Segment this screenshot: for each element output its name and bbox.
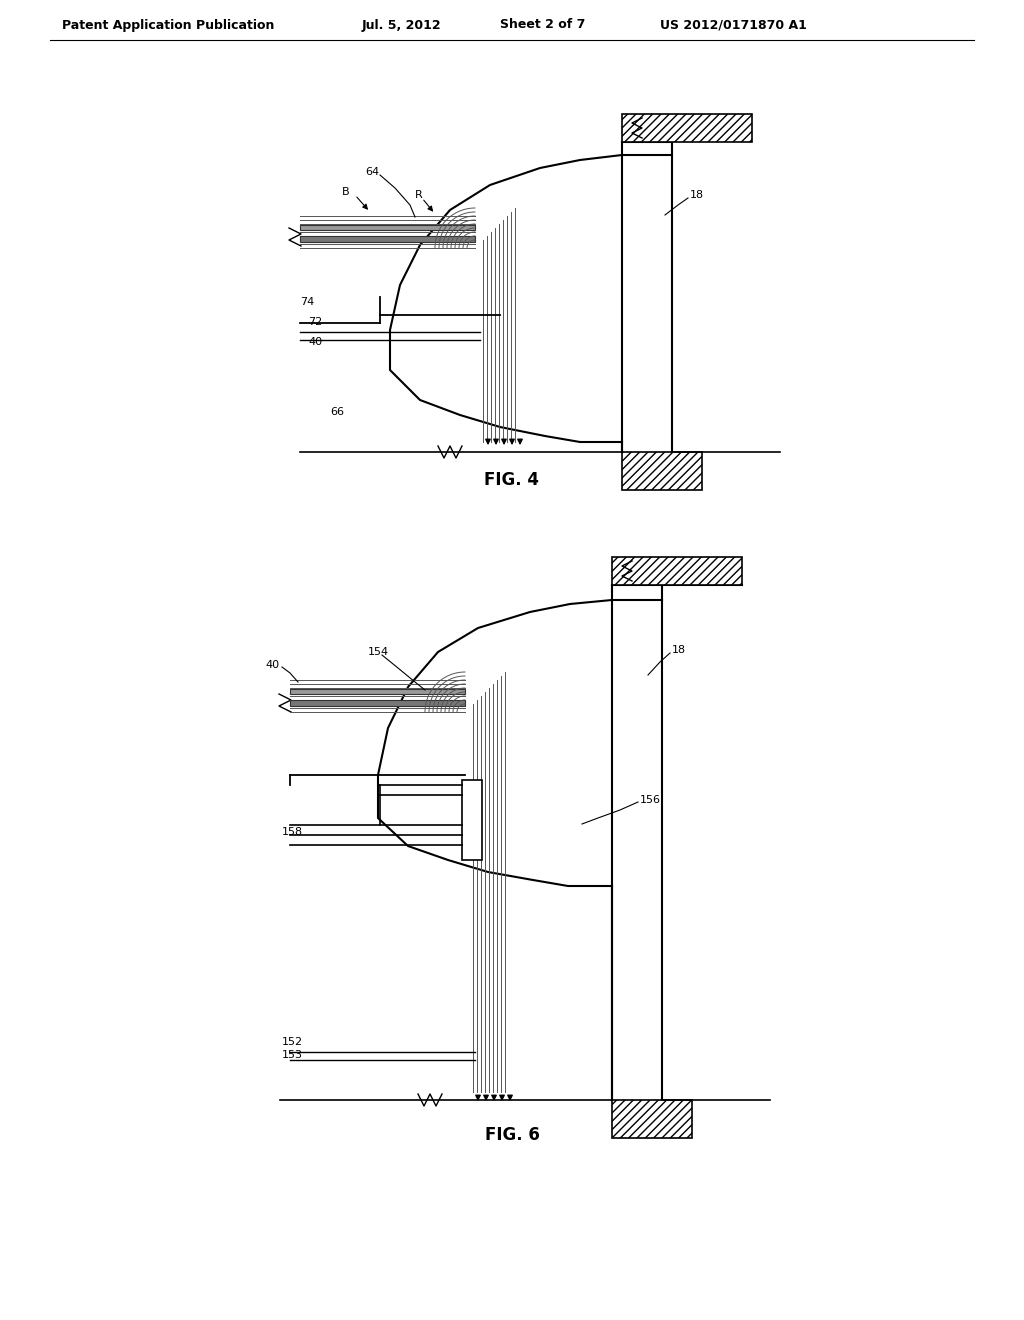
- Bar: [612, 557, 742, 585]
- Bar: [300, 236, 475, 242]
- Text: US 2012/0171870 A1: US 2012/0171870 A1: [660, 18, 807, 32]
- Text: Patent Application Publication: Patent Application Publication: [62, 18, 274, 32]
- Text: Jul. 5, 2012: Jul. 5, 2012: [362, 18, 441, 32]
- Bar: [290, 689, 465, 694]
- Text: FIG. 6: FIG. 6: [484, 1126, 540, 1144]
- Text: 72: 72: [308, 317, 323, 327]
- Text: 158: 158: [282, 828, 303, 837]
- Text: 152: 152: [282, 1038, 303, 1047]
- Text: B: B: [342, 187, 349, 197]
- Text: 40: 40: [266, 660, 280, 671]
- Text: 18: 18: [672, 645, 686, 655]
- Bar: [622, 451, 702, 490]
- Text: 40: 40: [308, 337, 323, 347]
- Text: 18: 18: [690, 190, 705, 201]
- Text: 153: 153: [282, 1049, 303, 1060]
- Bar: [612, 1100, 692, 1138]
- Text: 154: 154: [368, 647, 389, 657]
- Text: Sheet 2 of 7: Sheet 2 of 7: [500, 18, 586, 32]
- Text: 156: 156: [640, 795, 662, 805]
- Bar: [622, 114, 752, 143]
- Bar: [462, 780, 482, 861]
- Bar: [300, 224, 475, 230]
- Text: 74: 74: [300, 297, 314, 308]
- Text: 66: 66: [330, 407, 344, 417]
- Bar: [290, 700, 465, 706]
- Text: 64: 64: [365, 168, 379, 177]
- Text: FIG. 4: FIG. 4: [484, 471, 540, 488]
- Text: R: R: [415, 190, 423, 201]
